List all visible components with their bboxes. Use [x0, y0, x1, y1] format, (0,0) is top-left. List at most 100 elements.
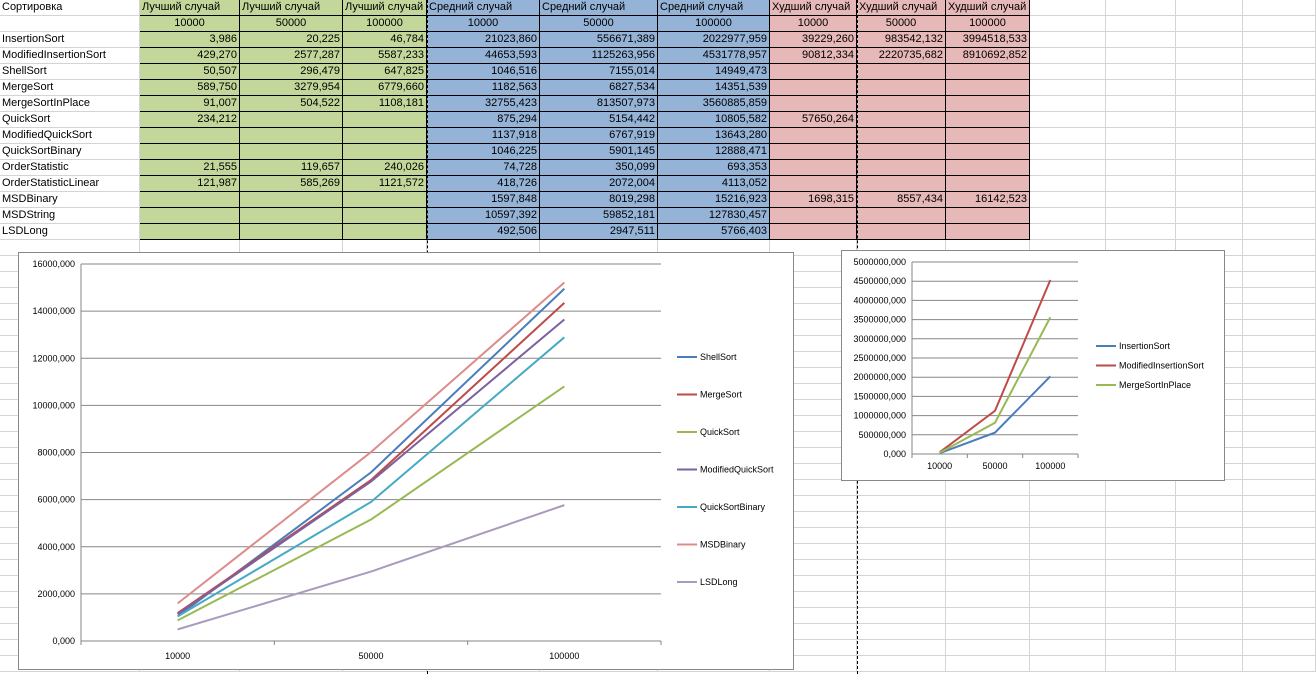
empty-cell[interactable] — [1243, 352, 1316, 368]
empty-cell[interactable] — [1243, 400, 1316, 416]
empty-cell[interactable] — [1030, 656, 1106, 672]
empty-cell[interactable] — [857, 624, 946, 640]
value-cell[interactable] — [857, 208, 946, 224]
empty-cell[interactable] — [1030, 160, 1106, 176]
empty-cell[interactable] — [1106, 656, 1176, 672]
empty-cell[interactable] — [1243, 32, 1316, 48]
empty-cell[interactable] — [1106, 128, 1176, 144]
empty-cell[interactable] — [1106, 48, 1176, 64]
value-cell[interactable] — [240, 192, 343, 208]
size-header-cell[interactable]: 10000 — [770, 16, 857, 32]
size-header-cell[interactable]: 50000 — [240, 16, 343, 32]
empty-cell[interactable] — [1243, 320, 1316, 336]
empty-cell[interactable] — [857, 528, 946, 544]
empty-cell[interactable] — [1030, 64, 1106, 80]
empty-cell[interactable] — [1243, 640, 1316, 656]
empty-cell[interactable] — [1243, 64, 1316, 80]
value-cell[interactable]: 556671,389 — [540, 32, 658, 48]
empty-cell[interactable] — [1030, 80, 1106, 96]
value-cell[interactable] — [770, 80, 857, 96]
value-cell[interactable] — [857, 224, 946, 240]
row-label-cell[interactable]: QuickSortBinary — [0, 144, 140, 160]
value-cell[interactable]: 12888,471 — [658, 144, 770, 160]
value-cell[interactable]: 813507,973 — [540, 96, 658, 112]
value-cell[interactable]: 127830,457 — [658, 208, 770, 224]
empty-cell[interactable] — [1243, 624, 1316, 640]
value-cell[interactable]: 59852,181 — [540, 208, 658, 224]
empty-cell[interactable] — [1243, 256, 1316, 272]
empty-cell[interactable] — [1176, 624, 1243, 640]
empty-cell[interactable] — [1106, 640, 1176, 656]
value-cell[interactable] — [343, 112, 427, 128]
value-cell[interactable]: 10597,392 — [427, 208, 540, 224]
empty-cell[interactable] — [1176, 656, 1243, 672]
empty-cell[interactable] — [1030, 48, 1106, 64]
value-cell[interactable]: 13643,280 — [658, 128, 770, 144]
empty-cell[interactable] — [1106, 96, 1176, 112]
value-cell[interactable]: 1698,315 — [770, 192, 857, 208]
empty-cell[interactable] — [1176, 208, 1243, 224]
value-cell[interactable] — [857, 160, 946, 176]
empty-cell[interactable] — [946, 576, 1030, 592]
empty-cell[interactable] — [1176, 160, 1243, 176]
empty-cell[interactable] — [1243, 0, 1316, 16]
group-header-cell[interactable]: Средний случай — [427, 0, 540, 16]
empty-cell[interactable] — [1030, 208, 1106, 224]
value-cell[interactable]: 7155,014 — [540, 64, 658, 80]
value-cell[interactable] — [140, 224, 240, 240]
empty-cell[interactable] — [1030, 624, 1106, 640]
empty-cell[interactable] — [1243, 416, 1316, 432]
empty-cell[interactable] — [1243, 448, 1316, 464]
row-label-cell[interactable]: OrderStatistic — [0, 160, 140, 176]
value-cell[interactable]: 4531778,957 — [658, 48, 770, 64]
empty-cell[interactable] — [1243, 208, 1316, 224]
value-cell[interactable]: 875,294 — [427, 112, 540, 128]
empty-cell[interactable] — [1030, 16, 1106, 32]
empty-cell[interactable] — [1243, 80, 1316, 96]
value-cell[interactable]: 8019,298 — [540, 192, 658, 208]
empty-cell[interactable] — [1243, 384, 1316, 400]
empty-cell[interactable] — [1106, 528, 1176, 544]
chart-average-case-fast[interactable]: 0,000 2000,000 4000,000 6000,000 8000,000 100… — [18, 252, 794, 670]
row-label-cell[interactable]: InsertionSort — [0, 32, 140, 48]
value-cell[interactable]: 6779,660 — [343, 80, 427, 96]
empty-cell[interactable] — [1030, 608, 1106, 624]
value-cell[interactable] — [343, 208, 427, 224]
value-cell[interactable]: 1182,563 — [427, 80, 540, 96]
value-cell[interactable] — [140, 192, 240, 208]
empty-cell[interactable] — [1106, 624, 1176, 640]
value-cell[interactable] — [140, 128, 240, 144]
value-cell[interactable]: 983542,132 — [857, 32, 946, 48]
value-cell[interactable]: 44653,593 — [427, 48, 540, 64]
empty-cell[interactable] — [770, 608, 857, 624]
empty-cell[interactable] — [1030, 32, 1106, 48]
empty-cell[interactable] — [1106, 16, 1176, 32]
size-header-cell[interactable]: 50000 — [540, 16, 658, 32]
empty-cell[interactable] — [1176, 480, 1243, 496]
value-cell[interactable]: 296,479 — [240, 64, 343, 80]
value-cell[interactable]: 492,506 — [427, 224, 540, 240]
empty-cell[interactable] — [1176, 80, 1243, 96]
empty-cell[interactable] — [1176, 64, 1243, 80]
empty-cell[interactable] — [1243, 512, 1316, 528]
empty-cell[interactable] — [770, 560, 857, 576]
value-cell[interactable]: 8557,434 — [857, 192, 946, 208]
empty-cell[interactable] — [1243, 432, 1316, 448]
empty-cell[interactable] — [1030, 640, 1106, 656]
value-cell[interactable]: 418,726 — [427, 176, 540, 192]
value-cell[interactable]: 3560885,859 — [658, 96, 770, 112]
empty-cell[interactable] — [770, 576, 857, 592]
value-cell[interactable] — [857, 128, 946, 144]
value-cell[interactable] — [140, 144, 240, 160]
value-cell[interactable]: 8910692,852 — [946, 48, 1030, 64]
value-cell[interactable] — [857, 112, 946, 128]
value-cell[interactable] — [946, 208, 1030, 224]
value-cell[interactable]: 15216,923 — [658, 192, 770, 208]
value-cell[interactable] — [946, 144, 1030, 160]
value-cell[interactable]: 91,007 — [140, 96, 240, 112]
row-label-cell[interactable]: ModifiedInsertionSort — [0, 48, 140, 64]
empty-cell[interactable] — [1030, 112, 1106, 128]
empty-cell[interactable] — [1176, 528, 1243, 544]
value-cell[interactable]: 6827,534 — [540, 80, 658, 96]
value-cell[interactable] — [946, 176, 1030, 192]
